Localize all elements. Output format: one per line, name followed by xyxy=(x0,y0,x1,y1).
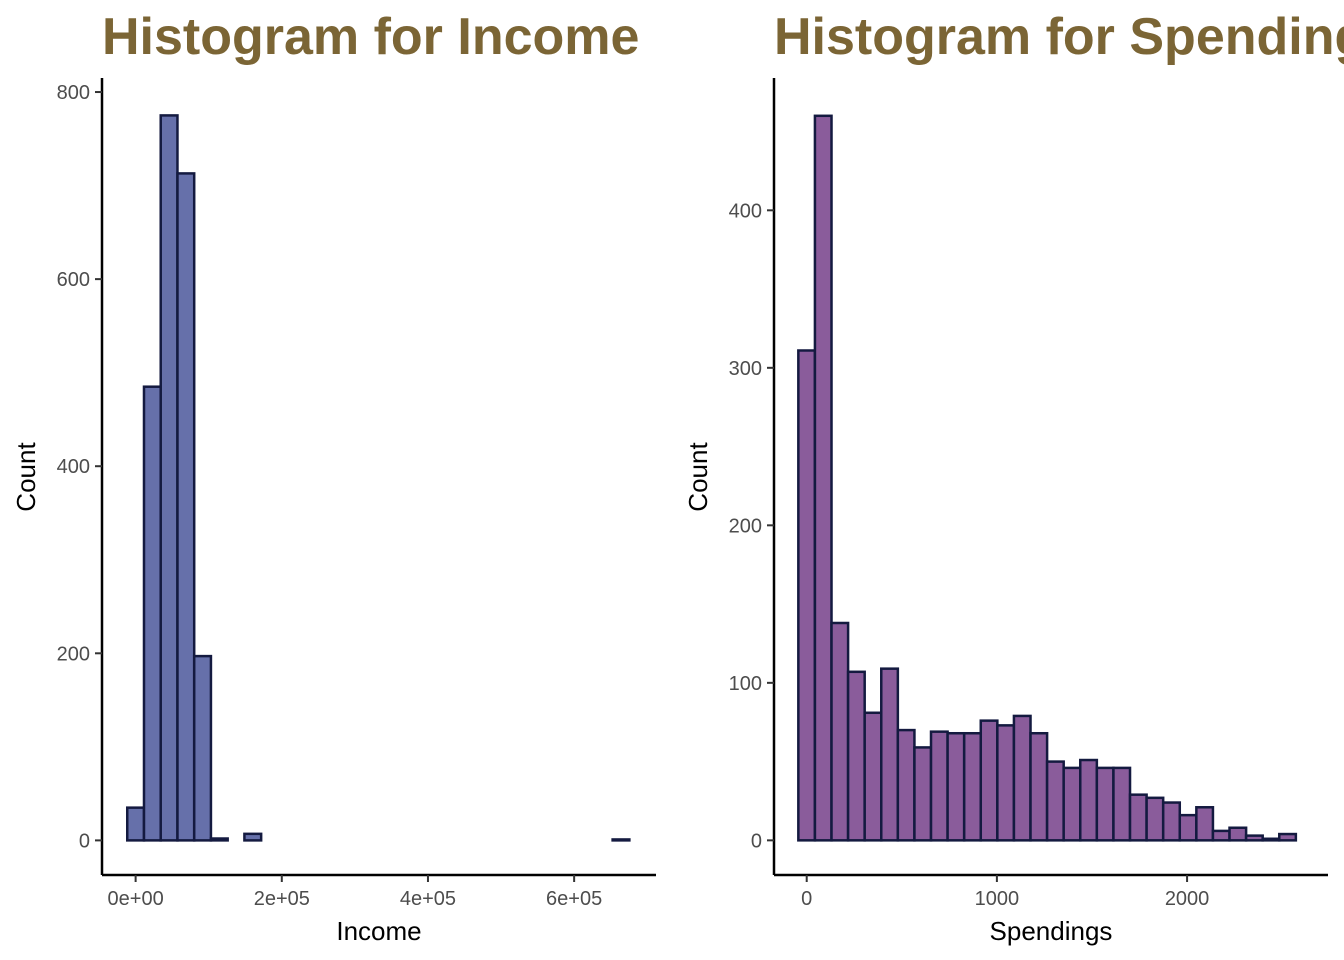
histogram-bar xyxy=(996,724,1016,842)
histogram-bar xyxy=(1012,714,1032,842)
y-tick-label: 800 xyxy=(57,82,90,104)
y-tick-label: 400 xyxy=(57,456,90,478)
histogram-bar xyxy=(611,838,631,842)
histogram-bar xyxy=(863,711,883,842)
x-axis-title: Spendings xyxy=(990,916,1113,946)
chart-title: Histogram for Income xyxy=(102,8,639,66)
histogram-bar xyxy=(1278,832,1298,842)
histogram-bar xyxy=(1045,760,1065,842)
y-tick-label: 100 xyxy=(729,673,762,695)
bars-group xyxy=(797,114,1298,842)
histogram-bar xyxy=(1211,829,1231,842)
spendings-histogram: Histogram for Spendings 0 1000 2000 0 100 200… xyxy=(683,8,1344,946)
histogram-bar xyxy=(126,806,146,842)
y-tick-label: 0 xyxy=(751,830,762,852)
histogram-bar xyxy=(142,385,162,842)
histogram-bar xyxy=(243,832,263,842)
histogram-bar xyxy=(176,172,196,842)
spendings-histogram-panel: Histogram for Spendings 0 1000 2000 0 100 200… xyxy=(672,0,1344,960)
x-axis-title: Income xyxy=(336,916,421,946)
histogram-bar xyxy=(1079,758,1099,842)
x-tick-label: 0e+00 xyxy=(108,888,164,910)
y-tick-label: 300 xyxy=(729,358,762,380)
histogram-bar xyxy=(1178,813,1198,842)
histogram-bar xyxy=(962,731,983,842)
histogram-bar xyxy=(159,114,179,842)
y-tick-label: 600 xyxy=(57,269,90,291)
histogram-bar xyxy=(1095,766,1115,842)
income-histogram: Histogram for Income 0e+00 2e+05 4e+05 6e+0… xyxy=(11,8,656,946)
histogram-bar xyxy=(830,621,850,842)
y-tick-label: 0 xyxy=(79,830,90,852)
y-axis-title: Count xyxy=(683,442,713,512)
y-tick-label: 400 xyxy=(729,200,762,222)
histogram-bar xyxy=(896,728,916,842)
histogram-bar xyxy=(1195,806,1215,842)
histogram-bar xyxy=(1029,731,1049,842)
chart-title: Histogram for Spendings xyxy=(774,8,1344,66)
histogram-bar xyxy=(979,719,999,842)
x-tick-label: 1000 xyxy=(975,888,1020,910)
histogram-bar xyxy=(929,730,949,842)
histogram-bar xyxy=(192,654,213,842)
histogram-bar xyxy=(913,746,933,842)
x-tick-label: 0 xyxy=(801,888,812,910)
histogram-bar xyxy=(1062,766,1082,842)
histogram-bar xyxy=(846,670,866,842)
histogram-bar xyxy=(1261,837,1281,842)
x-tick-label: 2e+05 xyxy=(254,888,310,910)
income-histogram-panel: Histogram for Income 0e+00 2e+05 4e+05 6e+0… xyxy=(11,8,656,946)
histogram-bar xyxy=(813,114,833,842)
axes-group: 0 1000 2000 0 100 200 300 400 xyxy=(729,78,1328,910)
x-tick-label: 6e+05 xyxy=(546,888,602,910)
histogram-bar xyxy=(797,349,817,842)
axes-group: 0e+00 2e+05 4e+05 6e+05 0 200 400 600 800 xyxy=(57,78,656,910)
x-tick-label: 2000 xyxy=(1165,888,1210,910)
histogram-bar xyxy=(946,731,966,842)
histogram-bar xyxy=(1228,826,1248,842)
x-tick-label: 4e+05 xyxy=(400,888,456,910)
y-tick-label: 200 xyxy=(729,515,762,537)
histogram-bar xyxy=(1161,801,1182,842)
histogram-bar xyxy=(1112,766,1132,842)
y-axis-title: Count xyxy=(11,442,41,512)
histogram-bar xyxy=(1145,796,1165,842)
histogram-bar xyxy=(1128,793,1148,842)
y-tick-label: 200 xyxy=(57,643,90,665)
histogram-bar xyxy=(1244,834,1264,842)
histogram-bar xyxy=(880,667,900,842)
histogram-bar xyxy=(209,837,229,842)
bars-group xyxy=(126,114,631,842)
